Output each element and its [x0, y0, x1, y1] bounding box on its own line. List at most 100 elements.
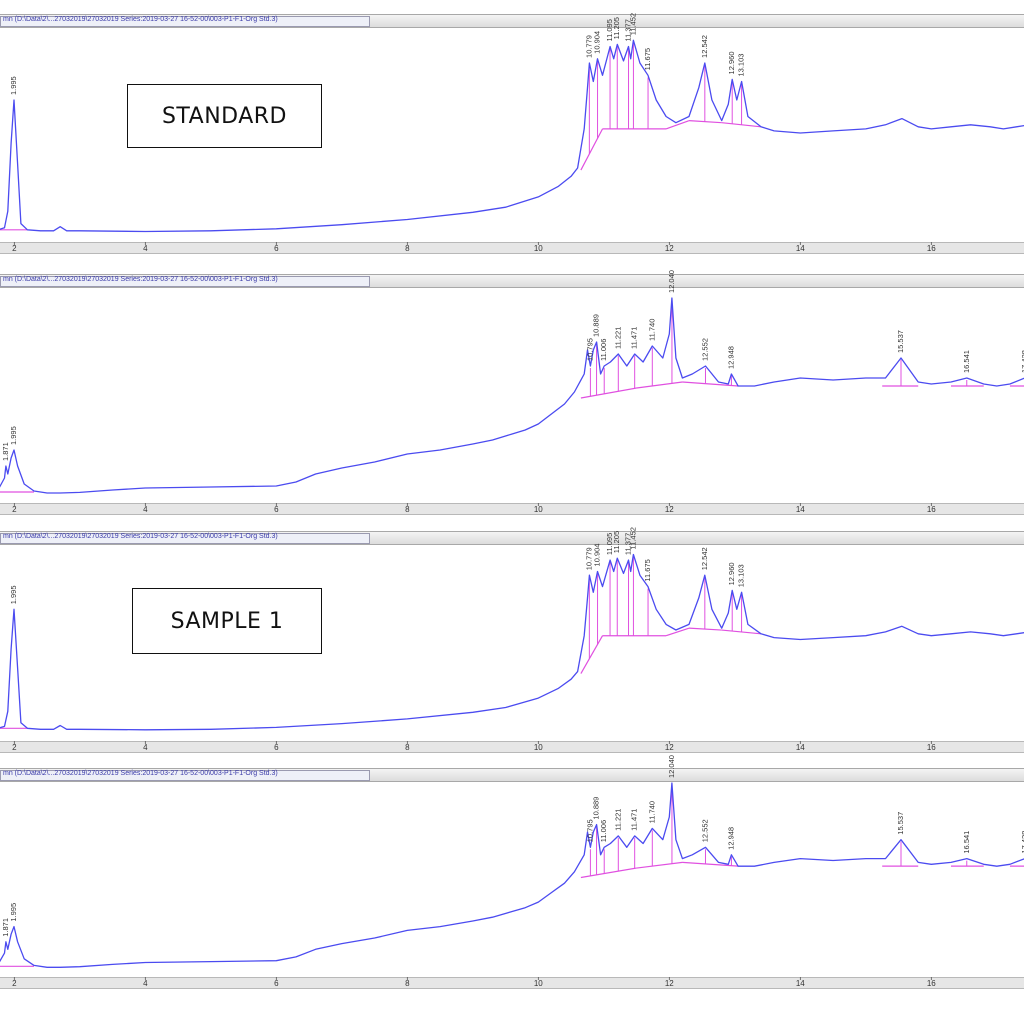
panel-title-text: mn (D:\Data\2\...27032019\27032019 Serie…	[3, 533, 278, 540]
peak-label: 1.995	[9, 585, 18, 604]
chromatogram-panel-4: mn (D:\Data\2\...27032019\27032019 Serie…	[0, 765, 1024, 1024]
peak-label: 16.541	[962, 831, 971, 854]
peak-label: 1.995	[9, 76, 18, 95]
x-tick-label: 14	[796, 505, 805, 514]
peak-label: 10.779	[584, 35, 593, 58]
peak-label: 15.537	[896, 812, 905, 835]
signal-trace	[0, 782, 1024, 968]
panel-title-bar: mn (D:\Data\2\...27032019\27032019 Serie…	[0, 274, 1024, 288]
baseline-segment	[682, 861, 739, 867]
peak-label: 11.205	[612, 531, 621, 553]
x-axis-bar	[0, 503, 1024, 515]
peak-label: 10.904	[593, 31, 602, 54]
peak-label: 12.040	[667, 755, 676, 778]
panel-title-bar: mn (D:\Data\2\...27032019\27032019 Serie…	[0, 531, 1024, 545]
peak-label: 10.795	[585, 819, 594, 842]
baseline-segment	[665, 120, 690, 130]
x-tick-label: 6	[274, 979, 279, 988]
x-tick-label: 4	[143, 244, 148, 253]
x-tick-label: 4	[143, 505, 148, 514]
x-tick-label: 6	[274, 505, 279, 514]
peak-label: 15.537	[896, 330, 905, 353]
peak-label: 12.542	[700, 35, 709, 58]
x-tick-label: 8	[405, 505, 410, 514]
peak-label: 10.889	[592, 314, 601, 337]
peak-label: 10.779	[584, 547, 593, 570]
panel-title-box	[0, 276, 370, 287]
x-tick-label: 14	[796, 979, 805, 988]
panel-title-bar: mn (D:\Data\2\...27032019\27032019 Serie…	[0, 768, 1024, 782]
x-tick-label: 2	[12, 505, 17, 514]
peak-label: 10.889	[592, 797, 601, 820]
peak-label: 17.428	[1020, 831, 1024, 854]
x-tick-label: 8	[405, 979, 410, 988]
panel-title-box	[0, 16, 370, 27]
chromatogram-panel-sample-1: mn (D:\Data\2\...27032019\27032019 Serie…	[0, 510, 1024, 765]
peak-label: 12.542	[700, 547, 709, 570]
peak-label: 11.095	[605, 533, 614, 555]
peak-label: 13.103	[737, 54, 746, 77]
baseline-segment	[636, 861, 683, 869]
peak-label: 16.541	[962, 350, 971, 373]
x-tick-label: 6	[274, 244, 279, 253]
peak-label: 11.221	[613, 809, 622, 831]
chromatogram-panel-2: mn (D:\Data\2\...27032019\27032019 Serie…	[0, 254, 1024, 515]
peak-label: 1.995	[9, 426, 18, 445]
x-tick-label: 10	[534, 743, 543, 752]
chromatogram-panel-standard: mn (D:\Data\2\...27032019\27032019 Serie…	[0, 0, 1024, 254]
baseline-segment	[688, 627, 722, 631]
peak-label: 11.006	[599, 339, 608, 361]
x-tick-label: 2	[12, 979, 17, 988]
peak-label: 13.103	[737, 564, 746, 587]
x-tick-label: 4	[143, 979, 148, 988]
peak-label: 11.377	[624, 19, 633, 41]
baseline-segment	[580, 387, 637, 399]
x-tick-label: 2	[12, 244, 17, 253]
x-tick-label: 16	[927, 244, 936, 253]
peak-label: 17.428	[1020, 350, 1024, 373]
peak-label: 11.471	[630, 327, 639, 349]
signal-trace	[0, 297, 1024, 494]
x-tick-label: 16	[927, 979, 936, 988]
x-tick-label: 10	[534, 979, 543, 988]
panel-title-text: mn (D:\Data\2\...27032019\27032019 Serie…	[3, 16, 278, 23]
panel-title-text: mn (D:\Data\2\...27032019\27032019 Serie…	[3, 770, 278, 777]
x-tick-label: 12	[665, 979, 674, 988]
peak-label: 1.871	[1, 442, 10, 461]
x-tick-label: 8	[405, 743, 410, 752]
panel-title-bar: mn (D:\Data\2\...27032019\27032019 Serie…	[0, 14, 1024, 28]
peak-label: 12.552	[700, 819, 709, 842]
peak-label: 11.740	[647, 319, 656, 341]
peak-label: 11.452	[628, 13, 637, 35]
peak-label: 11.006	[599, 820, 608, 842]
peak-label: 11.471	[630, 809, 639, 831]
x-tick-label: 10	[534, 505, 543, 514]
peak-label: 12.960	[727, 51, 736, 74]
peak-label: 10.904	[593, 544, 602, 567]
peak-label: 12.948	[726, 346, 735, 369]
peak-label: 11.095	[605, 19, 614, 41]
x-tick-label: 2	[12, 743, 17, 752]
peak-label: 11.675	[643, 559, 652, 581]
x-tick-label: 16	[927, 505, 936, 514]
baseline-segment	[580, 128, 604, 171]
x-tick-label: 16	[927, 743, 936, 752]
peak-label: 12.552	[700, 338, 709, 361]
panel-title-box	[0, 533, 370, 544]
x-tick-label: 12	[665, 743, 674, 752]
peak-label: 11.740	[647, 801, 656, 823]
baseline-segment	[580, 635, 604, 674]
peak-label: 11.221	[613, 327, 622, 349]
signal-trace	[0, 553, 1024, 731]
panel-title-text: mn (D:\Data\2\...27032019\27032019 Serie…	[3, 276, 278, 283]
baseline-segment	[580, 867, 637, 879]
peak-label: 11.675	[643, 48, 652, 70]
x-tick-label: 14	[796, 743, 805, 752]
peak-label: 1.871	[1, 918, 10, 937]
x-axis-bar	[0, 741, 1024, 753]
signal-trace	[0, 39, 1024, 233]
baseline-segment	[688, 120, 722, 124]
